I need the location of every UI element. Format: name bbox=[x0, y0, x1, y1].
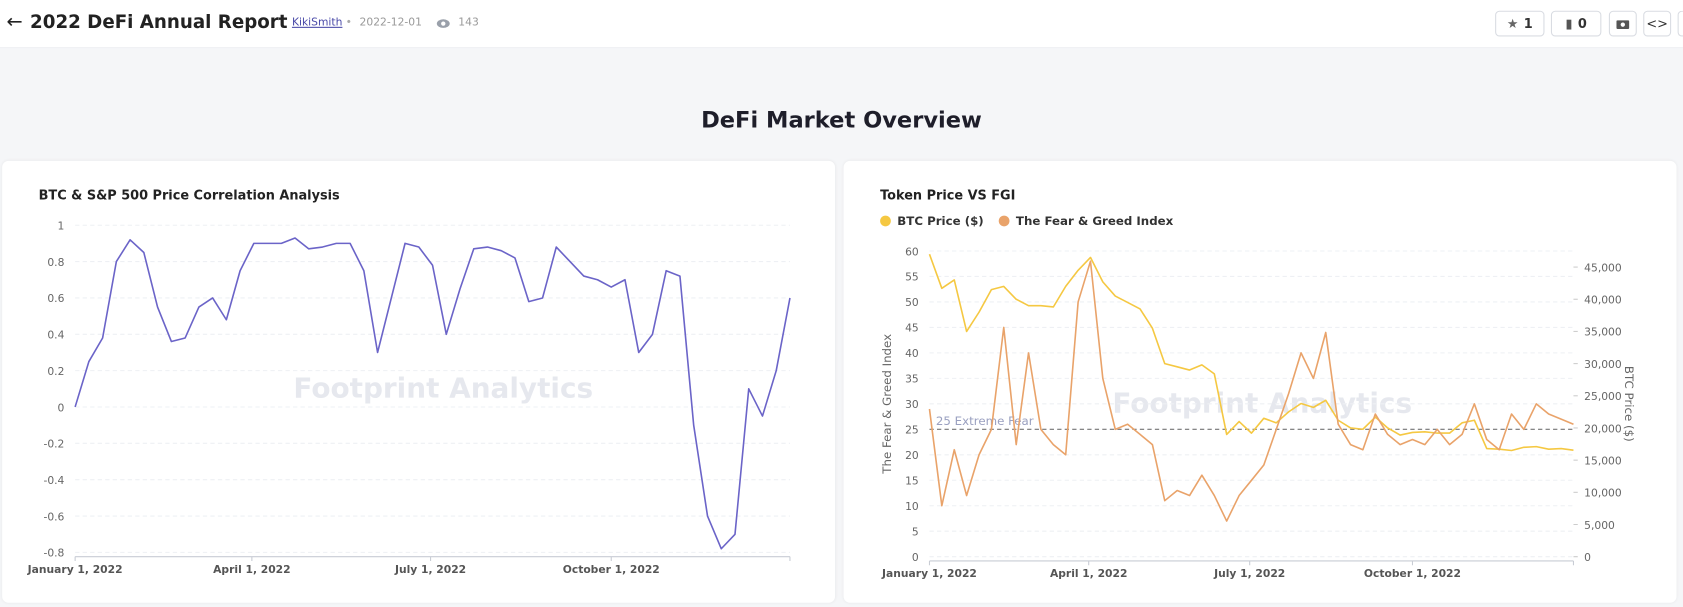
y-tick-label: 0 bbox=[912, 551, 919, 564]
x-tick-label: October 1, 2022 bbox=[563, 563, 660, 576]
chart: Token Price VS FGI Footprint Analytics 0 5 1… bbox=[880, 189, 1636, 581]
y2-tick-label: 15,000 bbox=[1584, 454, 1622, 467]
legend-marker bbox=[998, 215, 1010, 227]
legend-label: The Fear & Greed Index bbox=[1016, 214, 1174, 228]
star-button[interactable]: ★ 1 bbox=[1495, 10, 1545, 37]
y-tick-label: -0.8 bbox=[43, 547, 64, 560]
y2-axis-title: BTC Price ($) bbox=[1622, 366, 1636, 442]
collect-button[interactable]: ▮ 0 bbox=[1550, 10, 1602, 37]
eye-icon bbox=[436, 19, 450, 28]
x-tick-label: October 1, 2022 bbox=[1364, 567, 1461, 580]
y-tick-label: 45 bbox=[905, 322, 919, 335]
snapshot-button[interactable] bbox=[1608, 10, 1637, 37]
y-tick-label: 0.6 bbox=[47, 292, 64, 305]
y2-tick-label: 45,000 bbox=[1584, 261, 1622, 274]
star-count: 1 bbox=[1523, 16, 1533, 32]
star-icon: ★ bbox=[1506, 16, 1519, 32]
y2-tick-label: 0 bbox=[1584, 551, 1591, 564]
y-tick-label: 55 bbox=[905, 271, 919, 284]
y-tick-label: 1 bbox=[58, 220, 65, 233]
x-tick-label: January 1, 2022 bbox=[881, 567, 977, 580]
y-tick-label: 15 bbox=[905, 475, 919, 488]
y-tick-label: 60 bbox=[905, 245, 919, 258]
x-tick-label: July 1, 2022 bbox=[394, 563, 466, 576]
legend-marker bbox=[880, 215, 891, 227]
report-title: 2022 DeFi Annual Report bbox=[30, 11, 288, 34]
embed-button[interactable]: <> bbox=[1643, 10, 1672, 37]
chart-title: Token Price VS FGI bbox=[880, 189, 1015, 204]
camera-icon bbox=[1616, 20, 1630, 29]
y2-tick-label: 40,000 bbox=[1584, 294, 1622, 307]
series-line bbox=[74, 237, 791, 550]
y-tick-label: 5 bbox=[912, 525, 919, 538]
x-tick-label: January 1, 2022 bbox=[27, 563, 123, 576]
separator: • bbox=[345, 17, 352, 29]
y-tick-label: 40 bbox=[905, 347, 919, 360]
chart-card: BTC & S&P 500 Price Correlation Analysis… bbox=[2, 160, 836, 603]
publish-date: 2022-12-01 bbox=[359, 17, 422, 29]
more-button[interactable] bbox=[1677, 10, 1683, 37]
collect-count: 0 bbox=[1577, 16, 1587, 32]
y2-tick-label: 25,000 bbox=[1584, 390, 1622, 403]
y-tick-label: 0.4 bbox=[47, 329, 64, 342]
x-tick-label: July 1, 2022 bbox=[1213, 567, 1285, 580]
reference-label: 25 Extreme Fear bbox=[936, 414, 1034, 428]
series-line bbox=[928, 253, 1574, 452]
collect-icon: ▮ bbox=[1565, 16, 1573, 32]
y2-tick-label: 20,000 bbox=[1584, 422, 1622, 435]
y2-tick-label: 30,000 bbox=[1584, 358, 1622, 371]
y-tick-label: 20 bbox=[905, 449, 919, 462]
series-line bbox=[928, 260, 1574, 522]
y-tick-label: -0.4 bbox=[43, 474, 64, 487]
author-link[interactable]: KikiSmith bbox=[291, 17, 343, 29]
chart-title: BTC & S&P 500 Price Correlation Analysis bbox=[39, 189, 340, 204]
legend-label: BTC Price ($) bbox=[897, 214, 983, 228]
y-tick-label: 25 bbox=[905, 424, 919, 437]
y-tick-label: 50 bbox=[905, 296, 919, 309]
x-tick-label: April 1, 2022 bbox=[1050, 567, 1127, 580]
section-title: DeFi Market Overview bbox=[701, 107, 982, 134]
x-tick-label: April 1, 2022 bbox=[213, 563, 290, 576]
chart: BTC & S&P 500 Price Correlation Analysis… bbox=[27, 189, 791, 576]
y-tick-label: 0 bbox=[58, 401, 65, 414]
back-arrow[interactable]: ← bbox=[6, 10, 23, 34]
y-axis-title: The Fear & Greed Index bbox=[880, 334, 894, 475]
y-tick-label: 35 bbox=[905, 373, 919, 386]
header-bar: ← 2022 DeFi Annual Report KikiSmith • 20… bbox=[0, 0, 1683, 49]
y2-tick-label: 35,000 bbox=[1584, 326, 1622, 339]
y-tick-label: 30 bbox=[905, 398, 919, 411]
y2-tick-label: 5,000 bbox=[1584, 519, 1615, 532]
y-tick-label: 0.8 bbox=[47, 256, 64, 269]
y-tick-label: 10 bbox=[905, 500, 919, 513]
y-tick-label: -0.6 bbox=[43, 510, 64, 523]
chart-card: Token Price VS FGI Footprint Analytics 0 5 1… bbox=[843, 160, 1677, 603]
y-tick-label: 0.2 bbox=[47, 365, 64, 378]
y2-tick-label: 10,000 bbox=[1584, 487, 1622, 500]
watermark: Footprint Analytics bbox=[293, 371, 593, 404]
view-count: 143 bbox=[458, 17, 479, 29]
watermark: Footprint Analytics bbox=[1112, 386, 1412, 419]
y-tick-label: -0.2 bbox=[43, 438, 64, 451]
